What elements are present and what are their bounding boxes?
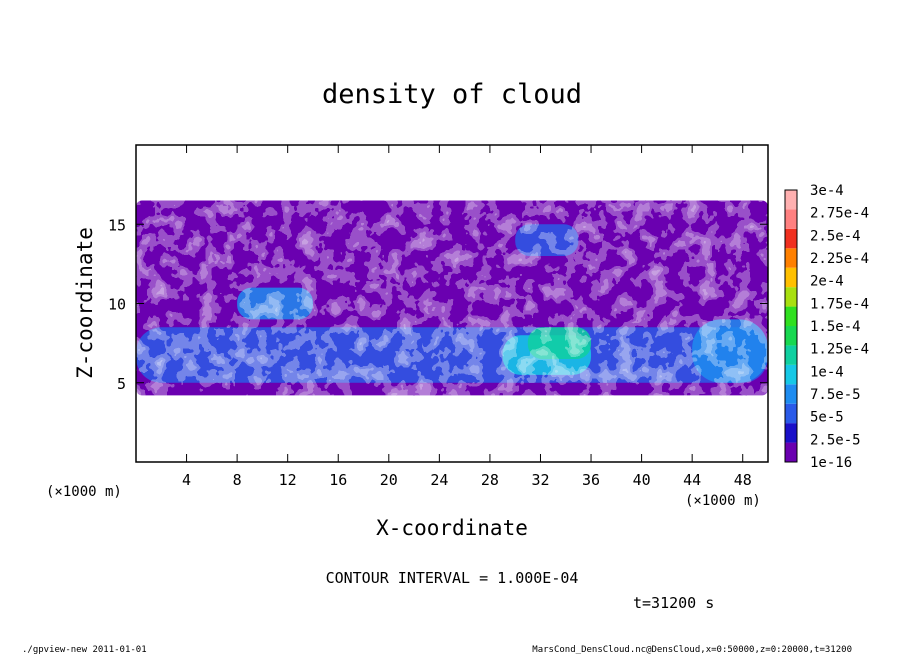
colorbar-swatch <box>785 287 797 307</box>
x-tick-label: 12 <box>279 471 297 489</box>
cloud-field <box>136 200 768 396</box>
x-axis: 4 8 12 16 20 24 28 32 36 40 44 48 <box>182 145 752 489</box>
colorbar-label: 1e-16 <box>810 455 852 471</box>
chart-title: density of cloud <box>322 79 582 110</box>
x-tick-label: 32 <box>531 471 549 489</box>
contour-interval: CONTOUR INTERVAL = 1.000E-04 <box>326 569 579 587</box>
colorbar-label: 2e-4 <box>810 274 844 290</box>
colorbar-swatch <box>785 326 797 346</box>
colorbar: 1e-16 2.5e-5 5e-5 7.5e-5 1e-4 1.25e-4 1.5e-4 1.… <box>784 183 869 471</box>
x-tick-label: 8 <box>233 471 242 489</box>
colorbar-label: 7.5e-5 <box>810 387 861 403</box>
colorbar-label: 2.25e-4 <box>810 251 869 267</box>
y-axis: 5 10 15 <box>108 216 768 393</box>
colorbar-label: 3e-4 <box>810 183 844 199</box>
x-tick-label: 4 <box>182 471 191 489</box>
cloud-gaps <box>136 200 768 396</box>
x-unit-left: (×1000 m) <box>46 484 122 500</box>
time-label: t=31200 s <box>633 594 714 612</box>
colorbar-label: 1.75e-4 <box>810 296 869 312</box>
colorbar-frame <box>784 189 798 463</box>
colorbar-swatch <box>785 403 797 424</box>
colorbar-swatch <box>785 364 797 385</box>
footer-right: MarsCond_DensCloud.nc@DensCloud,x=0:5000… <box>532 645 852 654</box>
y-tick-label: 5 <box>117 375 126 393</box>
plot-area <box>136 145 768 462</box>
colorbar-swatch <box>785 384 797 404</box>
colorbar-swatch <box>785 248 797 268</box>
x-tick-label: 48 <box>734 471 752 489</box>
colorbar-swatch <box>785 267 797 288</box>
colorbar-swatch <box>785 306 797 326</box>
x-axis-label: X-coordinate <box>376 516 528 540</box>
colorbar-swatch <box>785 423 797 443</box>
colorbar-label: 1.5e-4 <box>810 319 861 335</box>
x-tick-label: 24 <box>430 471 448 489</box>
y-axis-label: Z-coordinate <box>73 227 97 379</box>
footer-left: ./gpview-new 2011-01-01 <box>22 645 147 654</box>
y-tick-label: 10 <box>108 296 126 314</box>
colorbar-swatch <box>785 190 797 210</box>
colorbar-swatch <box>785 228 797 249</box>
x-tick-label: 44 <box>683 471 701 489</box>
x-tick-label: 20 <box>380 471 398 489</box>
colorbar-label: 5e-5 <box>810 410 844 426</box>
x-unit-right: (×1000 m) <box>685 493 761 509</box>
colorbar-label: 1e-4 <box>810 364 844 380</box>
y-tick-label: 15 <box>108 216 126 234</box>
colorbar-swatch <box>785 209 797 229</box>
colorbar-swatch <box>785 345 797 365</box>
colorbar-swatch <box>785 442 797 462</box>
colorbar-label: 1.25e-4 <box>810 342 869 358</box>
colorbar-label: 2.5e-4 <box>810 228 861 244</box>
colorbar-label: 2.75e-4 <box>810 206 869 222</box>
x-tick-label: 40 <box>633 471 651 489</box>
x-tick-label: 28 <box>481 471 499 489</box>
x-tick-label: 16 <box>329 471 347 489</box>
colorbar-label: 2.5e-5 <box>810 432 861 448</box>
x-tick-label: 36 <box>582 471 600 489</box>
